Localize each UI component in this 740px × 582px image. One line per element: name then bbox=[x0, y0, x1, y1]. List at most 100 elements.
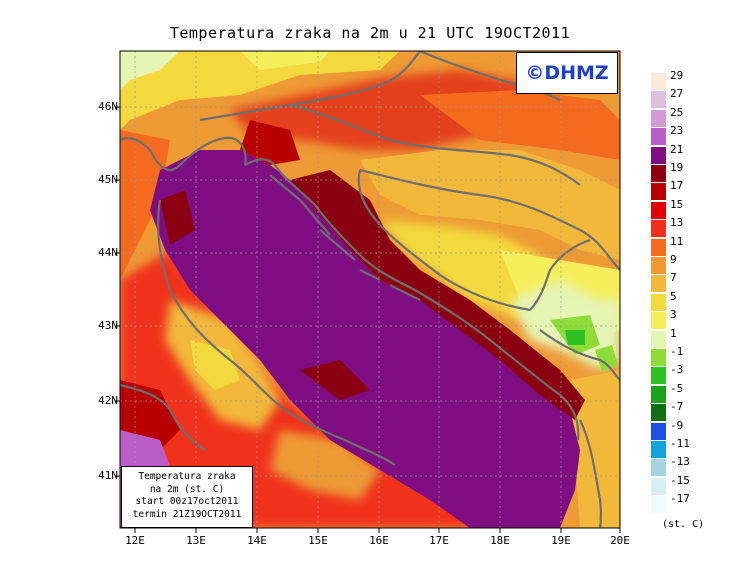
lat-label-45n: 45N bbox=[98, 173, 118, 186]
istria-warm bbox=[240, 120, 300, 165]
lon-label-17e: 17E bbox=[429, 534, 449, 547]
legend-label-19: -9 bbox=[670, 418, 684, 432]
sea-warm-patch-2 bbox=[160, 190, 195, 245]
legend-label-23: -17 bbox=[670, 492, 690, 506]
legend-swatch-20 bbox=[651, 441, 666, 458]
legend-label-8: 13 bbox=[670, 216, 684, 230]
legend-swatch-3 bbox=[651, 128, 666, 146]
bosnia-west-border bbox=[357, 169, 531, 312]
info-line-unit: na 2m (st. C) bbox=[149, 483, 225, 495]
lat-label-46n: 46N bbox=[98, 100, 118, 113]
legend-label-12: 5 bbox=[670, 289, 677, 303]
info-line-variable: Temperatura zraka bbox=[138, 471, 236, 482]
bosnia-north-border bbox=[359, 168, 620, 271]
lat-label-42n: 42N bbox=[98, 394, 118, 407]
legend-label-7: 15 bbox=[670, 197, 684, 211]
legend-label-15: -1 bbox=[670, 345, 684, 358]
lon-label-19e: 19E bbox=[551, 534, 571, 547]
legend-swatch-10 bbox=[651, 257, 666, 274]
slovenia-border bbox=[199, 51, 421, 122]
legend-label-13: 3 bbox=[670, 308, 677, 322]
lat-label-41n: 41N bbox=[98, 469, 118, 482]
croatia-coast bbox=[244, 158, 580, 441]
legend-swatch-11 bbox=[651, 275, 666, 293]
green-highland-2 bbox=[565, 330, 585, 345]
legend-swatch-0 bbox=[651, 73, 666, 90]
coastlines bbox=[120, 136, 580, 466]
legend-swatch-23 bbox=[651, 496, 666, 514]
legend-label-20: -11 bbox=[670, 437, 690, 450]
legend-swatch-22 bbox=[651, 477, 666, 495]
grid bbox=[120, 51, 620, 528]
legend-label-4: 21 bbox=[670, 142, 684, 156]
alpine-zone bbox=[120, 51, 400, 130]
montenegro-border bbox=[539, 329, 620, 381]
northeast-yellow-zone bbox=[360, 150, 620, 260]
legend-swatch-19 bbox=[651, 422, 666, 440]
lat-label-44n: 44N bbox=[98, 246, 118, 259]
legend-label-9: 11 bbox=[670, 234, 684, 248]
legend-swatch-8 bbox=[651, 220, 666, 238]
legend-swatch-15 bbox=[651, 349, 666, 366]
legend-swatch-7 bbox=[651, 201, 666, 219]
legend-swatch-13 bbox=[651, 312, 666, 330]
eastern-orange-band bbox=[420, 90, 620, 160]
legend-label-3: 23 bbox=[670, 124, 684, 138]
italy-north bbox=[120, 130, 170, 280]
italy-east-coast bbox=[156, 199, 396, 466]
map-title: Temperatura zraka na 2m u 21 UTC 19OCT20… bbox=[169, 24, 571, 42]
ticks bbox=[115, 106, 621, 533]
legend-label-0: 29 bbox=[670, 69, 684, 82]
legend-label-14: 1 bbox=[670, 326, 677, 340]
legend-label-1: 27 bbox=[670, 87, 684, 101]
legend-label-6: 17 bbox=[670, 179, 684, 193]
north-italy-coast bbox=[120, 136, 151, 151]
legend-label-17: -5 bbox=[670, 381, 684, 395]
map-frame bbox=[119, 50, 621, 529]
southeast-zone bbox=[570, 370, 620, 528]
legend-swatch-16 bbox=[651, 367, 666, 385]
alpine-cold-zone bbox=[120, 51, 180, 90]
legend-swatch-5 bbox=[651, 165, 666, 182]
legend-label-11: 7 bbox=[670, 271, 677, 285]
legend-swatch-9 bbox=[651, 238, 666, 256]
legend-label-10: 9 bbox=[670, 253, 677, 266]
italy-south-orange bbox=[270, 430, 380, 500]
lat-label-43n: 43N bbox=[98, 319, 118, 332]
legend-swatch-14 bbox=[651, 330, 666, 348]
info-box: Temperatura zraka na 2m (st. C) start 00… bbox=[121, 466, 253, 528]
bosnia-interior bbox=[380, 220, 560, 320]
lon-label-20e: 20E bbox=[610, 534, 630, 547]
legend-swatch-21 bbox=[651, 459, 666, 477]
lon-label-12e: 12E bbox=[125, 534, 145, 547]
bosnia-east-border bbox=[529, 238, 591, 311]
legend-swatch-2 bbox=[651, 109, 666, 127]
legend-label-16: -3 bbox=[670, 363, 684, 377]
tyrrhenian-coastline bbox=[120, 383, 206, 451]
lon-label-15e: 15E bbox=[308, 534, 328, 547]
legend-label-21: -13 bbox=[670, 455, 690, 469]
country-borders bbox=[199, 51, 620, 528]
legend-swatch-4 bbox=[651, 146, 666, 164]
lon-label-16e: 16E bbox=[369, 534, 389, 547]
lon-label-14e: 14E bbox=[247, 534, 267, 547]
alpine-yellow-zone bbox=[240, 51, 330, 70]
sea-warm-patch-1 bbox=[300, 360, 370, 400]
legend-label-5: 19 bbox=[670, 161, 684, 174]
temperature-field bbox=[120, 51, 620, 528]
lon-label-18e: 18E bbox=[490, 534, 510, 547]
legend-swatch-12 bbox=[651, 293, 666, 311]
islands bbox=[269, 174, 421, 301]
adriatic-sea bbox=[150, 150, 580, 528]
apennine-peak bbox=[190, 340, 240, 390]
legend-swatch-1 bbox=[651, 91, 666, 109]
legend-unit: (st. C) bbox=[662, 519, 705, 530]
legend-label-2: 25 bbox=[670, 105, 684, 119]
lon-label-13e: 13E bbox=[186, 534, 206, 547]
legend-label-22: -15 bbox=[670, 473, 690, 487]
venice-gulf-coast bbox=[149, 136, 247, 172]
croatia-north-border bbox=[289, 103, 581, 186]
legend-swatch-6 bbox=[651, 183, 666, 201]
albania-border bbox=[579, 419, 602, 528]
